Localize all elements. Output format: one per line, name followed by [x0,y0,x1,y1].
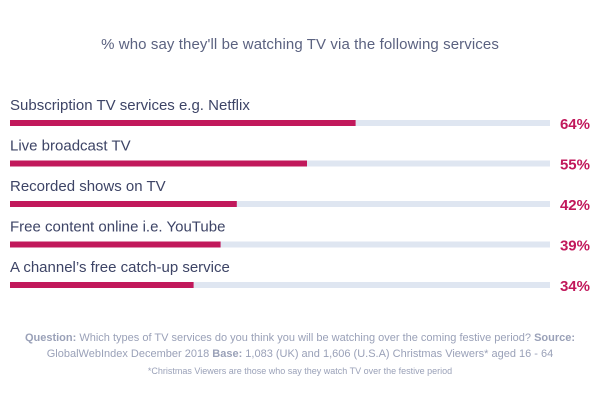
value-label: 64% [560,116,590,133]
question-text: Which types of TV services do you think … [79,332,531,344]
bar-chart: Subscription TV services e.g. Netflix 64%… [10,97,590,295]
base-label: Base: [212,348,243,360]
value-label: 42% [560,197,590,214]
category-label: Recorded shows on TV [10,178,166,195]
category-label: A channel’s free catch-up service [10,259,230,276]
bar-track [10,241,550,248]
footnote: *Christmas Viewers are those who say the… [147,366,453,376]
category-label: Free content online i.e. YouTube [10,219,225,236]
bar [10,120,356,126]
bar [10,201,237,207]
category-label: Subscription TV services e.g. Netflix [10,97,250,114]
question-label: Question: [24,332,77,344]
bar-row: Recorded shows on TV 42% [10,178,590,214]
bar-row: Live broadcast TV 55% [10,138,590,174]
source-text: GlobalWebIndex December 2018 [46,348,210,360]
source-label: Source: [534,332,576,344]
bar-row: Subscription TV services e.g. Netflix 64% [10,97,590,133]
bar-track [10,201,550,207]
base-text: 1,083 (UK) and 1,606 (U.S.A) Christmas V… [245,348,554,360]
bar-row: A channel’s free catch-up service 34% [10,259,590,295]
value-label: 34% [560,278,590,295]
bar [10,241,221,248]
bar [10,282,194,288]
chart-source-note: Question: Which types of TV services do … [10,330,590,362]
category-label: Live broadcast TV [10,138,131,155]
bar [10,160,307,167]
value-label: 55% [560,157,590,174]
chart-title: % who say they'll be watching TV via the… [101,36,499,53]
bar-track [10,282,550,288]
value-label: 39% [560,238,590,255]
bar-row: Free content online i.e. YouTube 39% [10,219,590,255]
